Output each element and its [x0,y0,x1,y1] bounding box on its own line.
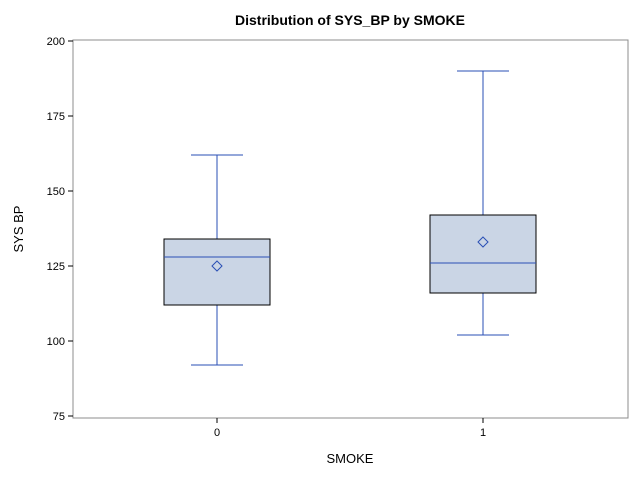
x-axis-label: SMOKE [327,451,374,466]
mean-marker [211,260,223,272]
y-axis-label: SYS BP [11,206,26,253]
y-tick-label: 125 [47,261,65,273]
mean-marker [477,236,489,248]
boxes [163,70,537,366]
y-tick-label: 150 [47,186,65,198]
y-axis: 75 100 125 150 175 200 [47,36,73,423]
iqr-box [429,214,537,294]
chart-title: Distribution of SYS_BP by SMOKE [235,12,465,28]
y-tick-label: 200 [47,36,65,48]
iqr-box [163,238,271,306]
box-0 [163,154,271,366]
box-1 [429,70,537,336]
x-tick-label: 1 [480,427,486,439]
x-tick-label: 0 [214,427,220,439]
y-tick-label: 175 [47,111,65,123]
y-tick-label: 100 [47,336,65,348]
plot-frame [72,39,629,419]
y-tick-label: 75 [53,411,65,423]
